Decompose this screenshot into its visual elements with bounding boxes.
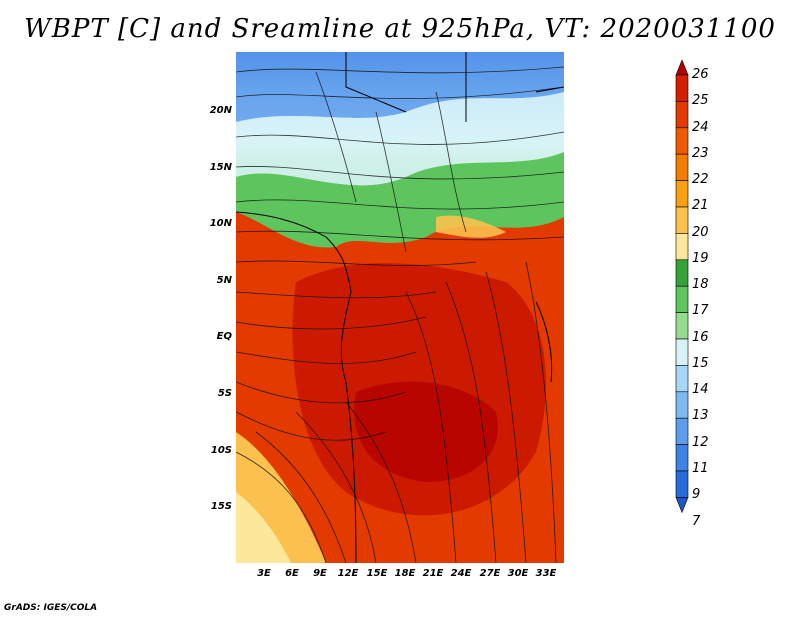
colorbar-label: 15: [692, 355, 709, 371]
colorbar-swatch: [675, 470, 689, 498]
colorbar-label: 14: [692, 382, 709, 398]
lat-label: 15N: [209, 162, 232, 173]
colorbar-label: 21: [692, 198, 709, 214]
lon-label: 6E: [285, 568, 299, 579]
colorbar-label: 12: [692, 434, 709, 450]
lat-label: 15S: [210, 501, 232, 512]
colorbar: [675, 59, 689, 514]
colorbar-label: 16: [692, 329, 709, 345]
colorbar-label: 23: [692, 145, 709, 161]
colorbar-swatch: [675, 285, 689, 313]
lat-label: 5N: [216, 275, 232, 286]
colorbar-label: 19: [692, 250, 709, 266]
colorbar-swatch: [675, 259, 689, 287]
colorbar-swatch: [675, 127, 689, 155]
lat-label: 10S: [210, 445, 232, 456]
colorbar-label: 25: [692, 93, 709, 109]
lon-label: 33E: [535, 568, 557, 579]
lon-label: 15E: [366, 568, 388, 579]
streamlines: [236, 66, 564, 563]
lon-label: 27E: [479, 568, 501, 579]
lat-label: EQ: [216, 331, 232, 342]
colorbar-arrow-top: [675, 59, 689, 76]
colorbar-label: 24: [692, 119, 709, 135]
colorbar-label: 18: [692, 277, 709, 293]
colorbar-swatch: [675, 101, 689, 129]
colorbar-swatch: [675, 365, 689, 393]
lon-label: 3E: [257, 568, 271, 579]
colorbar-swatch: [675, 180, 689, 208]
coastlines: [236, 52, 564, 563]
lon-label: 18E: [394, 568, 416, 579]
credit-text: GrADS: IGES/COLA: [4, 603, 98, 613]
colorbar-swatch: [675, 206, 689, 234]
colorbar-swatch: [675, 444, 689, 472]
colorbar-label: 26: [692, 67, 709, 82]
lat-label: 20N: [209, 105, 232, 116]
wbpt-streamline-map: [236, 52, 564, 563]
map-title: WBPT [C] and Sreamline at 925hPa, VT: 20…: [24, 14, 776, 44]
colorbar-swatch: [675, 233, 689, 261]
colorbar-label: 13: [692, 408, 709, 424]
lat-label: 10N: [209, 218, 232, 229]
colorbar-label: 22: [692, 172, 709, 188]
lon-label: 30E: [507, 568, 529, 579]
colorbar-arrow-bottom: [675, 497, 689, 514]
lon-label: 21E: [422, 568, 444, 579]
colorbar-label: 20: [692, 224, 709, 240]
lon-label: 9E: [313, 568, 327, 579]
lat-label: 5S: [217, 388, 232, 399]
colorbar-swatch: [675, 153, 689, 181]
lon-label: 12E: [337, 568, 359, 579]
colorbar-swatch: [675, 338, 689, 366]
colorbar-swatch: [675, 74, 689, 102]
colorbar-label: 7: [692, 513, 701, 529]
colorbar-label: 17: [692, 303, 709, 319]
colorbar-swatch: [675, 391, 689, 419]
colorbar-swatch: [675, 312, 689, 340]
colorbar-label: 9: [692, 487, 701, 503]
colorbar-label: 11: [692, 461, 709, 477]
lon-label: 24E: [450, 568, 472, 579]
colorbar-swatch: [675, 417, 689, 445]
